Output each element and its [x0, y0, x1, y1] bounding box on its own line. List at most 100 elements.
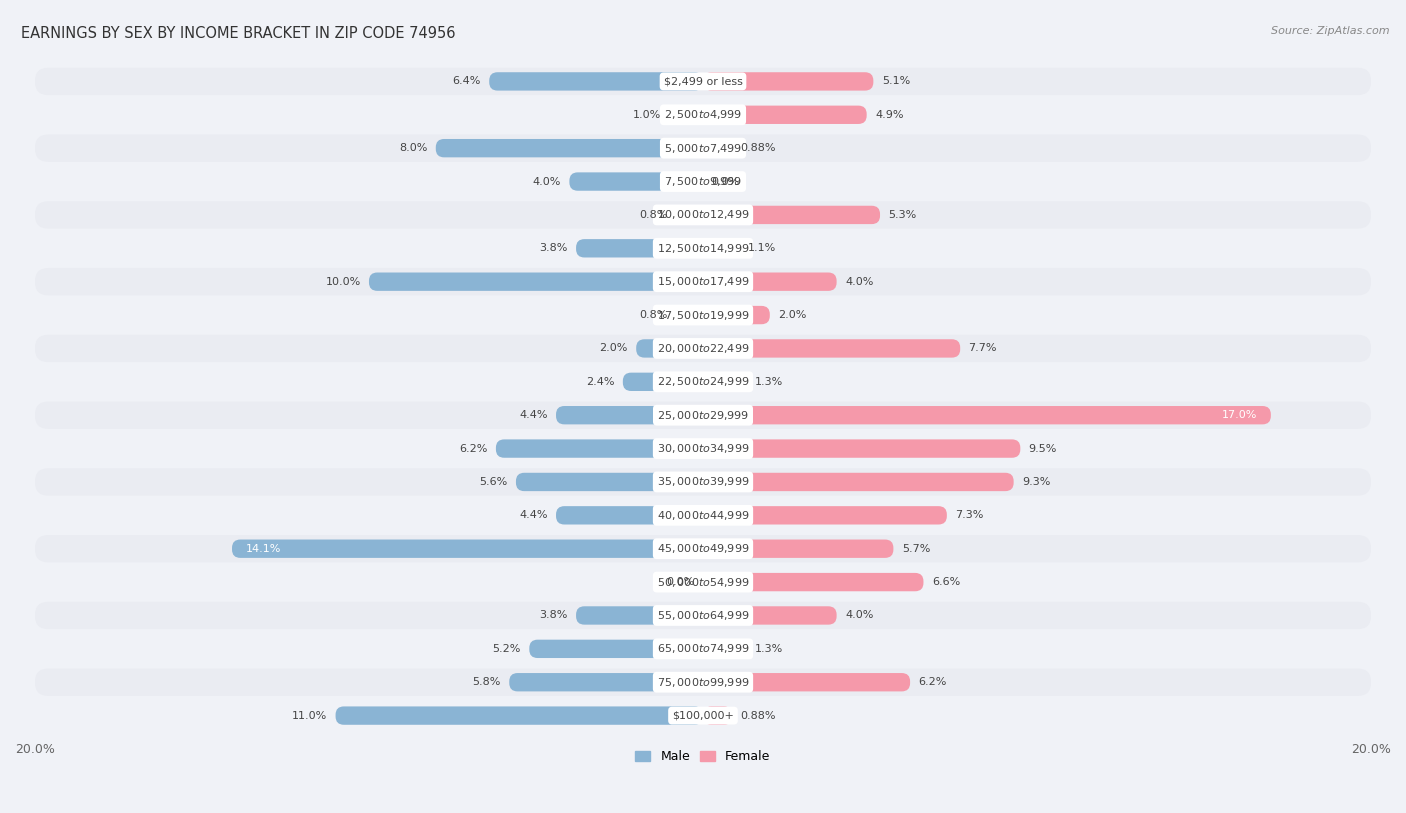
Text: 4.9%: 4.9%	[875, 110, 904, 120]
Text: 4.4%: 4.4%	[519, 411, 548, 420]
Text: 3.8%: 3.8%	[540, 611, 568, 620]
Text: $12,500 to $14,999: $12,500 to $14,999	[657, 241, 749, 254]
Text: $2,499 or less: $2,499 or less	[664, 76, 742, 86]
FancyBboxPatch shape	[703, 606, 837, 624]
Text: $15,000 to $17,499: $15,000 to $17,499	[657, 275, 749, 288]
Text: 0.0%: 0.0%	[666, 577, 695, 587]
FancyBboxPatch shape	[529, 640, 703, 658]
Text: $10,000 to $12,499: $10,000 to $12,499	[657, 208, 749, 221]
Text: $17,500 to $19,999: $17,500 to $19,999	[657, 309, 749, 322]
FancyBboxPatch shape	[35, 568, 1371, 596]
Text: 5.6%: 5.6%	[479, 477, 508, 487]
FancyBboxPatch shape	[703, 272, 837, 291]
Text: 5.1%: 5.1%	[882, 76, 910, 86]
FancyBboxPatch shape	[35, 202, 1371, 228]
FancyBboxPatch shape	[703, 439, 1021, 458]
FancyBboxPatch shape	[35, 167, 1371, 195]
Text: 17.0%: 17.0%	[1222, 411, 1257, 420]
FancyBboxPatch shape	[703, 673, 910, 691]
Text: Source: ZipAtlas.com: Source: ZipAtlas.com	[1271, 26, 1389, 36]
Text: $40,000 to $44,999: $40,000 to $44,999	[657, 509, 749, 522]
FancyBboxPatch shape	[35, 101, 1371, 128]
Text: 4.0%: 4.0%	[533, 176, 561, 186]
FancyBboxPatch shape	[35, 702, 1371, 729]
FancyBboxPatch shape	[703, 406, 1271, 424]
Text: 9.3%: 9.3%	[1022, 477, 1050, 487]
Text: $5,000 to $7,499: $5,000 to $7,499	[664, 141, 742, 154]
FancyBboxPatch shape	[576, 606, 703, 624]
FancyBboxPatch shape	[576, 239, 703, 258]
FancyBboxPatch shape	[35, 502, 1371, 529]
FancyBboxPatch shape	[569, 172, 703, 191]
FancyBboxPatch shape	[35, 67, 1371, 95]
Text: 2.4%: 2.4%	[586, 376, 614, 387]
FancyBboxPatch shape	[35, 635, 1371, 663]
FancyBboxPatch shape	[35, 235, 1371, 262]
Text: $22,500 to $24,999: $22,500 to $24,999	[657, 376, 749, 389]
Text: 0.0%: 0.0%	[711, 176, 740, 186]
Text: $65,000 to $74,999: $65,000 to $74,999	[657, 642, 749, 655]
FancyBboxPatch shape	[703, 473, 1014, 491]
FancyBboxPatch shape	[516, 473, 703, 491]
Text: 1.1%: 1.1%	[748, 243, 776, 254]
FancyBboxPatch shape	[703, 306, 770, 324]
FancyBboxPatch shape	[676, 306, 703, 324]
FancyBboxPatch shape	[496, 439, 703, 458]
FancyBboxPatch shape	[35, 134, 1371, 162]
Text: 9.5%: 9.5%	[1029, 444, 1057, 454]
FancyBboxPatch shape	[703, 339, 960, 358]
FancyBboxPatch shape	[509, 673, 703, 691]
FancyBboxPatch shape	[35, 668, 1371, 696]
FancyBboxPatch shape	[336, 706, 703, 724]
Text: $2,500 to $4,999: $2,500 to $4,999	[664, 108, 742, 121]
Text: 5.8%: 5.8%	[472, 677, 501, 687]
Text: $55,000 to $64,999: $55,000 to $64,999	[657, 609, 749, 622]
Text: $7,500 to $9,999: $7,500 to $9,999	[664, 175, 742, 188]
FancyBboxPatch shape	[555, 406, 703, 424]
Text: 4.0%: 4.0%	[845, 611, 873, 620]
FancyBboxPatch shape	[636, 339, 703, 358]
Text: 7.7%: 7.7%	[969, 343, 997, 354]
FancyBboxPatch shape	[35, 602, 1371, 629]
FancyBboxPatch shape	[35, 468, 1371, 496]
Text: EARNINGS BY SEX BY INCOME BRACKET IN ZIP CODE 74956: EARNINGS BY SEX BY INCOME BRACKET IN ZIP…	[21, 26, 456, 41]
FancyBboxPatch shape	[703, 72, 873, 90]
FancyBboxPatch shape	[35, 335, 1371, 362]
Text: 6.6%: 6.6%	[932, 577, 960, 587]
FancyBboxPatch shape	[623, 372, 703, 391]
Text: $30,000 to $34,999: $30,000 to $34,999	[657, 442, 749, 455]
Text: 1.0%: 1.0%	[633, 110, 661, 120]
FancyBboxPatch shape	[703, 372, 747, 391]
FancyBboxPatch shape	[703, 106, 866, 124]
Text: $45,000 to $49,999: $45,000 to $49,999	[657, 542, 749, 555]
Text: 2.0%: 2.0%	[599, 343, 628, 354]
Text: $75,000 to $99,999: $75,000 to $99,999	[657, 676, 749, 689]
Text: 6.2%: 6.2%	[460, 444, 488, 454]
FancyBboxPatch shape	[35, 268, 1371, 295]
FancyBboxPatch shape	[676, 206, 703, 224]
Text: 4.4%: 4.4%	[519, 511, 548, 520]
Text: 6.2%: 6.2%	[918, 677, 946, 687]
Text: 1.3%: 1.3%	[755, 376, 783, 387]
FancyBboxPatch shape	[489, 72, 703, 90]
Text: 14.1%: 14.1%	[246, 544, 281, 554]
FancyBboxPatch shape	[703, 239, 740, 258]
Text: 6.4%: 6.4%	[453, 76, 481, 86]
Text: $50,000 to $54,999: $50,000 to $54,999	[657, 576, 749, 589]
FancyBboxPatch shape	[35, 435, 1371, 463]
Text: $25,000 to $29,999: $25,000 to $29,999	[657, 409, 749, 422]
FancyBboxPatch shape	[368, 272, 703, 291]
Text: 5.2%: 5.2%	[492, 644, 522, 654]
Text: 11.0%: 11.0%	[292, 711, 328, 720]
FancyBboxPatch shape	[669, 106, 703, 124]
Text: 5.7%: 5.7%	[901, 544, 931, 554]
Text: 0.8%: 0.8%	[640, 310, 668, 320]
Text: 10.0%: 10.0%	[325, 276, 360, 287]
Text: 8.0%: 8.0%	[399, 143, 427, 153]
FancyBboxPatch shape	[703, 706, 733, 724]
Text: 3.8%: 3.8%	[540, 243, 568, 254]
FancyBboxPatch shape	[555, 506, 703, 524]
FancyBboxPatch shape	[35, 535, 1371, 563]
FancyBboxPatch shape	[35, 368, 1371, 395]
FancyBboxPatch shape	[436, 139, 703, 158]
